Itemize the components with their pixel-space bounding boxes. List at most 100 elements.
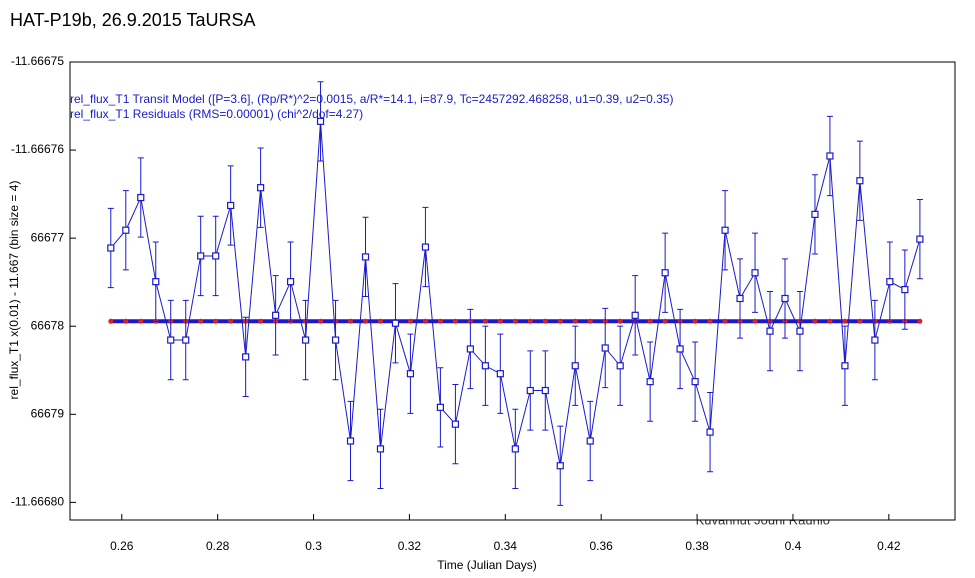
model-point	[377, 318, 383, 324]
data-point	[751, 269, 759, 277]
data-point	[811, 210, 819, 218]
x-tick-label: 0.42	[877, 539, 901, 553]
y-tick-label: -11.66676	[11, 142, 64, 156]
data-point	[856, 177, 864, 185]
model-point	[213, 318, 219, 324]
data-point	[301, 336, 310, 344]
data-point	[781, 294, 789, 303]
data-point	[871, 336, 879, 344]
model-point	[407, 318, 413, 324]
data-point	[721, 226, 729, 234]
model-point	[752, 318, 758, 324]
model-point	[542, 318, 548, 324]
data-point	[886, 278, 894, 286]
data-point	[346, 437, 355, 445]
data-point	[556, 462, 564, 470]
model-point	[587, 318, 593, 324]
data-point	[286, 278, 295, 286]
model-point	[527, 318, 533, 324]
data-point	[316, 117, 325, 125]
y-tick-label: 66679	[31, 406, 65, 420]
data-point	[526, 386, 534, 395]
data-point	[122, 226, 130, 234]
data-point	[451, 420, 460, 428]
model-point	[497, 318, 503, 324]
chart-title: HAT-P19b, 26.9.2015 TaURSA	[10, 10, 255, 30]
model-point	[318, 318, 324, 324]
data-point	[152, 278, 160, 286]
data-point	[421, 243, 430, 251]
data-point	[586, 437, 594, 445]
x-axis-label: Time (Julian Days)	[437, 558, 537, 572]
data-point	[361, 253, 370, 261]
model-point	[258, 318, 264, 324]
data-point	[391, 319, 400, 327]
data-point	[436, 403, 444, 411]
y-tick-label: -11.66680	[11, 495, 64, 509]
model-point	[647, 318, 653, 324]
model-point	[512, 318, 518, 324]
x-tick-label: 0.32	[398, 539, 422, 553]
data-point	[766, 327, 774, 335]
plot-area	[69, 61, 956, 521]
data-point	[227, 201, 235, 210]
model-point	[707, 318, 713, 324]
model-point	[857, 318, 863, 324]
data-point	[376, 445, 385, 453]
model-point	[123, 318, 129, 324]
data-point	[212, 252, 220, 260]
x-tick-label: 0.26	[110, 539, 134, 553]
model-point	[363, 318, 369, 324]
legend-entry: rel_flux_T1 Residuals (RMS=0.00001) (chi…	[70, 107, 363, 121]
model-point	[198, 318, 204, 324]
x-tick-label: 0.34	[494, 539, 518, 553]
data-point	[257, 184, 265, 192]
model-point	[557, 318, 563, 324]
model-point	[108, 318, 114, 324]
data-point	[541, 386, 549, 395]
model-point	[452, 318, 458, 324]
model-point	[692, 318, 698, 324]
data-point	[331, 336, 340, 344]
y-axis-label: rel_flux_T1 x(0.01) - 11.667 (bin size =…	[7, 181, 21, 400]
data-point	[167, 336, 175, 344]
data-point	[691, 378, 699, 386]
data-point	[826, 152, 834, 160]
model-point	[572, 318, 578, 324]
data-point	[197, 252, 205, 260]
x-tick-label: 0.38	[685, 539, 709, 553]
data-point	[676, 345, 684, 353]
data-point	[107, 244, 115, 252]
data-point	[496, 370, 504, 378]
model-point	[482, 318, 488, 324]
data-point	[796, 327, 804, 335]
model-point	[827, 318, 833, 324]
y-tick-label: 66677	[31, 230, 65, 244]
data-point	[511, 445, 519, 453]
model-point	[228, 318, 234, 324]
data-point	[137, 193, 145, 202]
model-point	[348, 318, 354, 324]
model-point	[617, 318, 623, 324]
x-tick-label: 0.4	[785, 539, 802, 553]
model-point	[138, 318, 144, 324]
y-tick-label: -11.66675	[11, 54, 64, 68]
legend-entry: rel_flux_T1 Transit Model ([P=3.6], (Rp/…	[70, 92, 673, 106]
data-point	[466, 345, 474, 353]
data-point	[571, 362, 579, 370]
y-tick-label: 66678	[31, 318, 65, 332]
x-tick-label: 0.28	[206, 539, 230, 553]
data-point	[646, 378, 654, 386]
data-point	[841, 362, 849, 370]
model-point	[917, 318, 923, 324]
data-point	[406, 370, 415, 378]
data-point	[901, 285, 909, 294]
data-point	[182, 336, 190, 344]
model-point	[662, 318, 668, 324]
model-point	[812, 318, 818, 324]
model-point	[722, 318, 728, 324]
x-tick-label: 0.3	[305, 539, 322, 553]
data-point	[242, 353, 250, 361]
